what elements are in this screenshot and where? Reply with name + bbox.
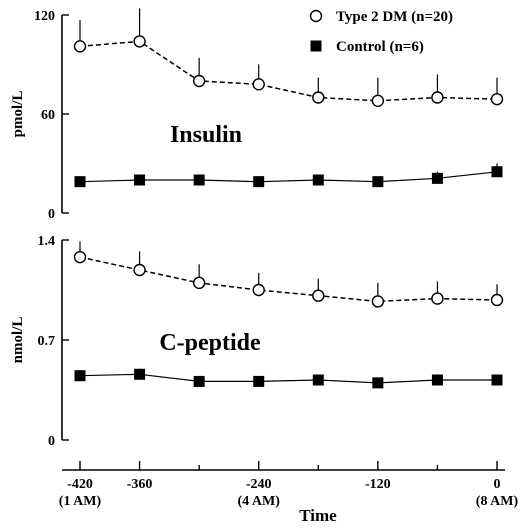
x-tick-label: -240 bbox=[246, 477, 272, 492]
panel-title: C-peptide bbox=[159, 330, 261, 356]
series-type2dm bbox=[73, 8, 504, 108]
series-line bbox=[79, 40, 498, 102]
data-point-square bbox=[134, 368, 146, 380]
data-point-circle bbox=[73, 250, 87, 264]
y-tick-label: 1.4 bbox=[38, 234, 56, 249]
data-point-square bbox=[312, 174, 324, 186]
x-axis-label: Time bbox=[299, 506, 337, 525]
data-point-circle bbox=[73, 40, 87, 53]
x-tick-label: -120 bbox=[365, 477, 391, 492]
series-line bbox=[79, 171, 498, 183]
data-point-square bbox=[431, 172, 443, 184]
data-point-square bbox=[491, 374, 503, 386]
data-point-circle bbox=[431, 91, 444, 104]
y-tick-label: 120 bbox=[34, 9, 55, 24]
legend-label: Control (n=6) bbox=[336, 39, 424, 55]
x-tick-label: 0 bbox=[494, 477, 501, 492]
x-tick-sublabel: (8 AM) bbox=[476, 494, 519, 509]
legend-marker-circle bbox=[309, 9, 323, 23]
legend-label: Type 2 DM (n=20) bbox=[336, 9, 453, 25]
series-line bbox=[79, 373, 497, 384]
series-control bbox=[74, 368, 503, 389]
legend-marker-square bbox=[310, 40, 322, 52]
data-point-square bbox=[74, 370, 86, 382]
data-point-circle bbox=[252, 78, 265, 91]
series-type2dm bbox=[73, 241, 504, 308]
data-point-circle bbox=[133, 263, 146, 277]
x-tick-label: -420 bbox=[67, 477, 93, 492]
data-point-square bbox=[372, 377, 384, 389]
data-point-circle bbox=[490, 293, 504, 307]
data-point-square bbox=[134, 174, 146, 186]
y-axis-label: nmol/L bbox=[10, 317, 26, 364]
data-point-square bbox=[491, 166, 503, 178]
data-point-square bbox=[74, 176, 86, 188]
data-point-square bbox=[372, 176, 384, 188]
data-point-circle bbox=[312, 91, 325, 104]
data-point-square bbox=[431, 374, 443, 386]
panel-title: Insulin bbox=[170, 122, 242, 148]
data-point-circle bbox=[371, 295, 385, 308]
x-tick-label: -360 bbox=[127, 477, 153, 492]
y-tick-label: 0.7 bbox=[38, 334, 56, 349]
data-point-circle bbox=[252, 283, 265, 297]
data-point-square bbox=[253, 375, 265, 387]
y-axis-label: pmol/L bbox=[10, 91, 26, 138]
data-point-square bbox=[253, 176, 265, 188]
data-point-circle bbox=[192, 276, 206, 290]
series-control bbox=[74, 163, 503, 188]
y-tick-label: 0 bbox=[48, 434, 55, 449]
y-tick-label: 0 bbox=[48, 207, 55, 222]
data-point-square bbox=[312, 374, 324, 386]
data-point-circle bbox=[490, 92, 504, 106]
series-line bbox=[79, 256, 498, 303]
data-point-circle bbox=[192, 74, 206, 88]
x-tick-sublabel: (1 AM) bbox=[59, 494, 102, 509]
data-point-circle bbox=[371, 94, 385, 108]
x-tick-sublabel: (4 AM) bbox=[238, 494, 281, 509]
data-point-circle bbox=[312, 289, 325, 302]
data-point-circle bbox=[431, 292, 444, 305]
data-point-square bbox=[193, 375, 205, 387]
data-point-square bbox=[193, 174, 205, 186]
legend: Type 2 DM (n=20) Control (n=6) bbox=[309, 9, 453, 55]
data-point-circle bbox=[133, 35, 146, 48]
y-tick-label: 60 bbox=[41, 108, 55, 123]
